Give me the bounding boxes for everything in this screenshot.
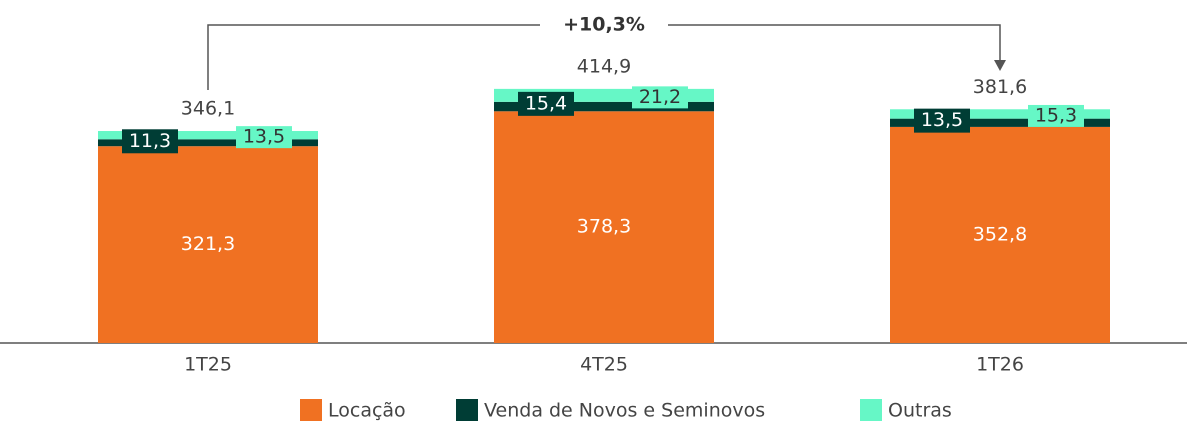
x-tick-label: 1T25: [184, 354, 232, 376]
bar-segment: [98, 146, 318, 343]
label-box: [518, 91, 574, 116]
legend-swatch: [860, 399, 882, 421]
total-label: 346,1: [181, 98, 235, 120]
label-box: [122, 129, 178, 154]
annotation-line: [207, 24, 540, 90]
legend-label: Locação: [328, 400, 406, 422]
bar-segment: [494, 101, 714, 112]
legend-swatch: [456, 399, 478, 421]
legend-swatch: [300, 399, 322, 421]
label-box: [632, 86, 688, 109]
value-label: 21,2: [639, 86, 681, 108]
x-tick-label: 1T26: [976, 354, 1024, 376]
bar-segment: [890, 118, 1110, 127]
bar-segment: [494, 111, 714, 343]
bar-segment: [890, 109, 1110, 119]
label-box: [914, 108, 970, 133]
value-label: 378,3: [577, 216, 631, 238]
value-label: 11,3: [129, 130, 171, 152]
label-box: [1028, 104, 1084, 127]
value-label: 13,5: [243, 126, 285, 148]
x-tick-label: 4T25: [580, 354, 628, 376]
growth-annotation: +10,3%: [563, 14, 645, 36]
value-label: 352,8: [973, 223, 1027, 245]
bar-segment: [98, 139, 318, 147]
value-label: 15,3: [1035, 104, 1077, 126]
legend-label: Outras: [888, 400, 952, 422]
bar-segment: [890, 126, 1110, 343]
annotation-line: [668, 24, 1001, 62]
total-label: 381,6: [973, 76, 1027, 98]
bar-segment: [98, 131, 318, 140]
value-label: 321,3: [181, 233, 235, 255]
label-box: [236, 126, 292, 149]
value-label: 13,5: [921, 109, 963, 131]
legend-label: Venda de Novos e Seminovos: [484, 400, 765, 422]
value-label: 15,4: [525, 92, 567, 114]
total-label: 414,9: [577, 55, 631, 77]
annotation-arrow: [994, 60, 1006, 71]
